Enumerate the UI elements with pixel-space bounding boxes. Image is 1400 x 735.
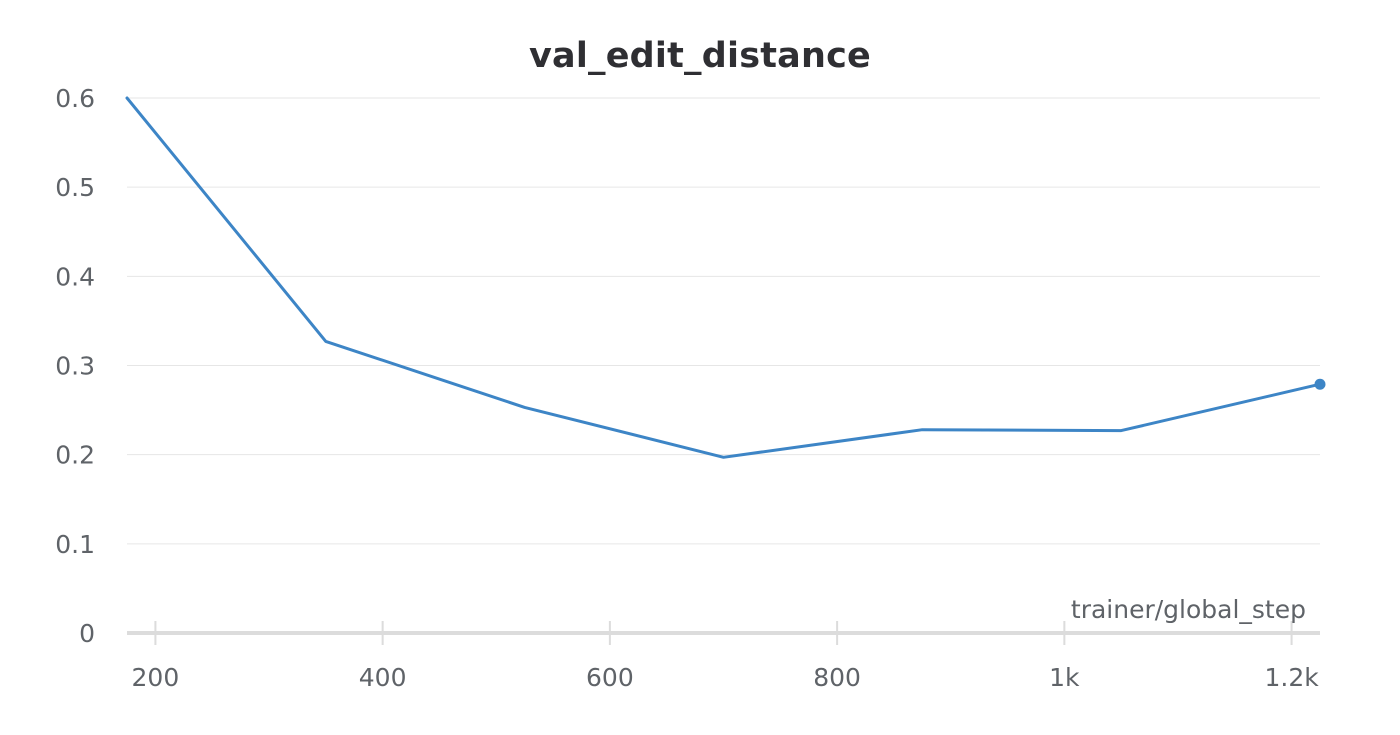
x-tick-labels: 200 400 600 800 1k 1.2k (132, 663, 1320, 692)
grid-lines (127, 97, 1320, 545)
y-tick-labels: 0 0.1 0.2 0.3 0.4 0.5 0.6 (55, 84, 95, 648)
x-tick-label: 600 (586, 663, 634, 692)
series-line (125, 96, 1322, 459)
y-tick-label: 0.5 (55, 173, 95, 202)
x-tick-label: 400 (359, 663, 407, 692)
y-tick-label: 0.2 (55, 441, 95, 470)
series (125, 96, 1326, 459)
chart-title: val_edit_distance (529, 36, 871, 76)
x-axis-title: trainer/global_step (1071, 595, 1306, 624)
x-tick-label: 800 (813, 663, 861, 692)
y-tick-label: 0.6 (55, 84, 95, 113)
axes (127, 621, 1320, 645)
y-tick-label: 0 (79, 619, 95, 648)
y-tick-label: 0.3 (55, 352, 95, 381)
x-tick-label: 1k (1049, 663, 1080, 692)
x-tick-label: 1.2k (1264, 663, 1319, 692)
x-tick-label: 200 (132, 663, 180, 692)
last-data-point (1314, 378, 1326, 390)
y-tick-label: 0.4 (55, 262, 95, 291)
y-tick-label: 0.1 (55, 530, 95, 559)
